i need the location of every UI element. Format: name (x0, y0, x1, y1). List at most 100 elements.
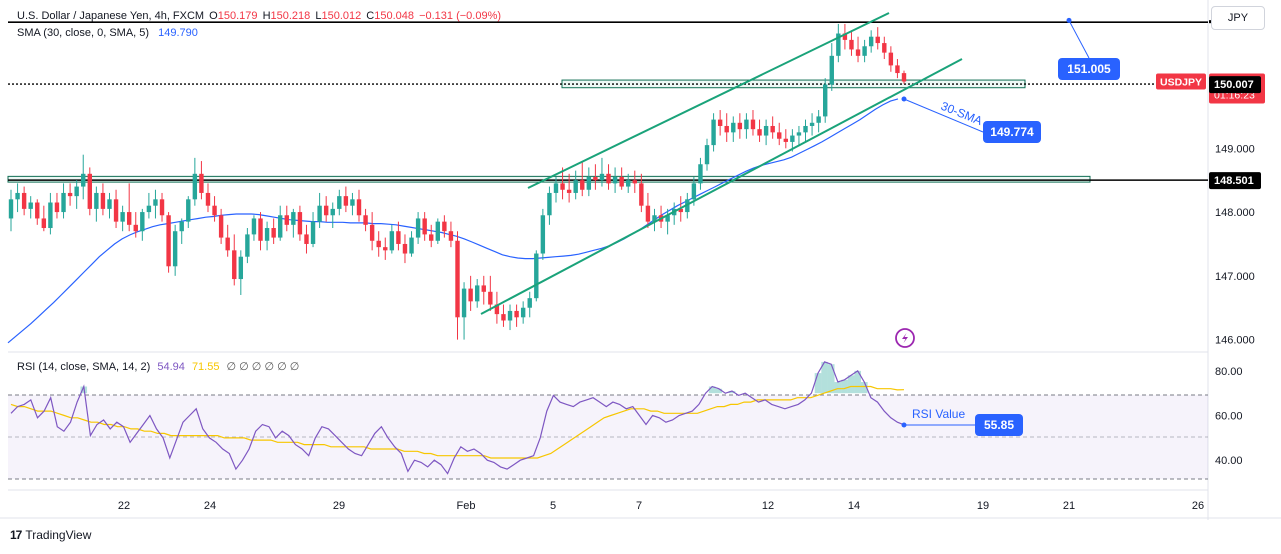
candle[interactable] (448, 221, 454, 248)
candle[interactable] (330, 202, 335, 229)
candle[interactable] (409, 231, 414, 257)
candle[interactable] (369, 212, 375, 251)
level-price-tag[interactable] (1209, 172, 1261, 190)
symbol-price-tag[interactable] (1156, 73, 1206, 90)
candle[interactable] (179, 218, 184, 244)
candle[interactable] (159, 192, 165, 222)
candle[interactable] (461, 282, 467, 340)
candle[interactable] (527, 291, 532, 318)
candle[interactable] (842, 23, 848, 50)
candle[interactable] (901, 70, 907, 84)
candle[interactable] (21, 186, 27, 216)
candle[interactable] (199, 161, 204, 200)
candle[interactable] (671, 202, 677, 225)
candle[interactable] (350, 192, 355, 216)
candle[interactable] (238, 250, 244, 295)
currency-button[interactable]: JPY (1211, 6, 1265, 30)
candle[interactable] (580, 161, 585, 197)
candle[interactable] (100, 183, 106, 216)
candle[interactable] (593, 164, 598, 190)
candle[interactable] (245, 228, 250, 264)
candle[interactable] (81, 154, 86, 200)
candle[interactable] (704, 138, 710, 171)
candle[interactable] (396, 221, 401, 251)
candle[interactable] (153, 189, 158, 219)
candle[interactable] (796, 125, 802, 146)
candle[interactable] (757, 119, 762, 142)
candle[interactable] (823, 78, 828, 123)
candle[interactable] (107, 192, 112, 219)
candle[interactable] (278, 205, 283, 241)
candle[interactable] (304, 224, 309, 254)
candle[interactable] (113, 189, 119, 229)
candle[interactable] (415, 212, 421, 244)
candle[interactable] (632, 170, 637, 193)
candle[interactable] (251, 215, 257, 241)
candle[interactable] (711, 113, 716, 152)
candle[interactable] (205, 183, 211, 213)
candle[interactable] (474, 279, 480, 308)
level-price-tag[interactable] (1209, 76, 1261, 94)
candle[interactable] (54, 192, 60, 219)
tradingview-brand[interactable]: 17 TradingView (10, 528, 91, 542)
candle[interactable] (520, 301, 526, 324)
candle[interactable] (803, 119, 808, 142)
candle[interactable] (895, 59, 900, 79)
candle[interactable] (514, 304, 519, 327)
candle[interactable] (547, 186, 552, 225)
candle[interactable] (218, 208, 224, 244)
candle[interactable] (140, 208, 145, 241)
candle[interactable] (534, 250, 539, 302)
candle[interactable] (540, 208, 546, 260)
candle[interactable] (639, 173, 644, 213)
candle[interactable] (488, 275, 493, 311)
candle[interactable] (186, 196, 191, 229)
candle[interactable] (291, 208, 296, 238)
candle[interactable] (626, 173, 631, 193)
candle[interactable] (507, 304, 513, 331)
candle[interactable] (126, 183, 132, 232)
candle[interactable] (363, 208, 368, 232)
channel-upper-line[interactable] (527, 12, 890, 189)
candle[interactable] (665, 208, 670, 235)
candle[interactable] (212, 196, 217, 222)
candle[interactable] (120, 205, 125, 232)
candle[interactable] (61, 183, 66, 219)
candle[interactable] (337, 189, 342, 216)
candle[interactable] (389, 224, 395, 254)
candle[interactable] (809, 113, 815, 136)
candle[interactable] (882, 36, 887, 60)
candle[interactable] (777, 122, 782, 146)
candle[interactable] (836, 23, 841, 63)
target-point[interactable] (1066, 17, 1072, 23)
candle[interactable] (422, 212, 427, 241)
candle[interactable] (494, 291, 500, 324)
rsi-line[interactable] (10, 361, 905, 475)
candle[interactable] (258, 212, 263, 251)
candle[interactable] (94, 186, 99, 222)
candle[interactable] (468, 275, 473, 311)
candle[interactable] (67, 183, 73, 206)
candle[interactable] (376, 231, 381, 257)
candle[interactable] (855, 36, 861, 63)
candle[interactable] (146, 192, 152, 219)
candle[interactable] (402, 234, 408, 264)
candle[interactable] (271, 218, 276, 244)
candle[interactable] (166, 212, 171, 273)
candle[interactable] (573, 170, 578, 200)
candle[interactable] (750, 110, 756, 136)
candle[interactable] (763, 119, 769, 146)
candle[interactable] (317, 192, 322, 229)
candle[interactable] (172, 224, 178, 276)
candle[interactable] (875, 27, 880, 50)
candle[interactable] (435, 218, 441, 244)
candle[interactable] (74, 180, 79, 209)
candle[interactable] (383, 237, 388, 260)
candle[interactable] (192, 157, 198, 206)
candle[interactable] (612, 167, 618, 193)
candle[interactable] (133, 212, 138, 238)
candle[interactable] (849, 30, 854, 56)
candle[interactable] (645, 192, 651, 229)
candle[interactable] (731, 116, 736, 142)
